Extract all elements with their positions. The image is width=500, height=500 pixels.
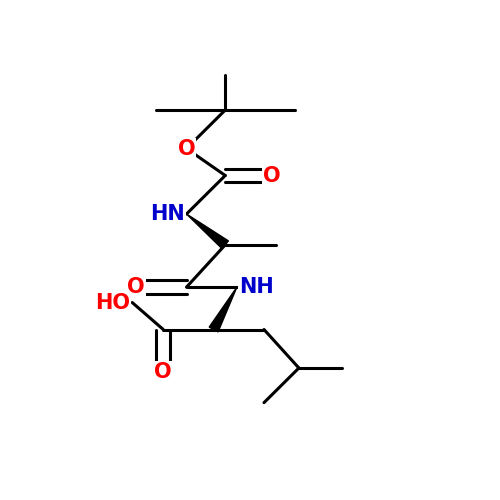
Text: O: O [263,166,280,186]
Text: O: O [178,138,196,158]
Text: O: O [128,277,145,297]
Polygon shape [209,287,237,332]
Text: O: O [154,362,172,382]
Polygon shape [186,214,228,248]
Text: HN: HN [150,204,184,224]
Text: NH: NH [239,277,274,297]
Text: HO: HO [96,292,130,312]
